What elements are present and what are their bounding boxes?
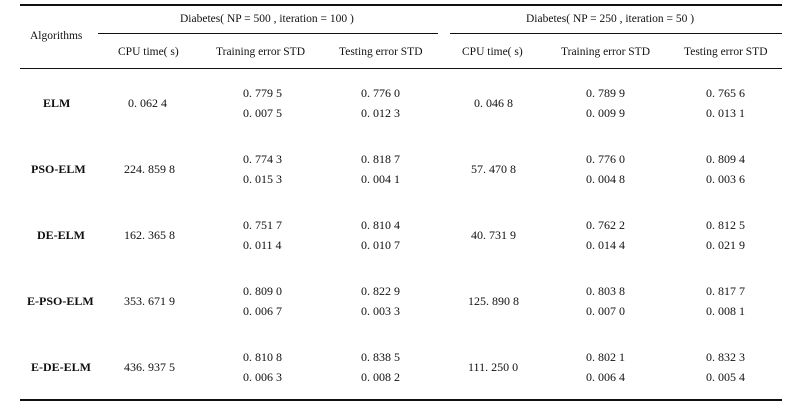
table-cell-train: 0. 776 0 [586,152,625,166]
table-cell-test: 0. 008 1 [706,304,745,318]
table-cell-train: 0. 009 9 [586,106,625,120]
table-cell-train: 0. 803 8 [586,284,625,298]
table-cell-test: 0. 010 7 [361,238,400,252]
table-cell-train: 0. 762 2 [586,218,625,232]
table-cell-test: 0. 003 3 [361,304,400,318]
table-cell-train: 0. 014 4 [586,238,625,252]
column-header: Testing error STD [339,46,423,58]
table-cell-train: 0. 751 7 [243,218,282,232]
table-cell-test: 0. 810 4 [361,218,400,232]
group-header-rule-left [98,33,438,34]
table-cell-test: 0. 008 2 [361,370,400,384]
table-cell-train: 0. 809 0 [243,284,282,298]
table-cell-test: 0. 004 1 [361,172,400,186]
table-cell-train: 0. 810 8 [243,350,282,364]
table-cell-train: 0. 006 7 [243,304,282,318]
header-bottom-rule [20,68,782,69]
group-header: Diabetes( NP = 500 , iteration = 100 ) [180,13,354,25]
table-cell-test: 0. 013 1 [706,106,745,120]
table-cell-train: 0. 004 8 [586,172,625,186]
table-cell-cpu: 224. 859 8 [124,162,175,176]
column-header: Training error STD [561,46,651,58]
table-cell-cpu: 111. 250 0 [468,360,519,374]
table-cell-test: 0. 776 0 [361,86,400,100]
bottom-rule [20,399,782,401]
column-header: CPU time( s) [462,46,523,58]
column-header: Training error STD [216,46,306,58]
table-cell-train: 0. 007 0 [586,304,625,318]
table-cell-test: 0. 817 7 [706,284,745,298]
table-cell-cpu: 353. 671 9 [124,294,175,308]
table-cell-test: 0. 012 3 [361,106,400,120]
table-row-label: PSO-ELM [31,162,86,176]
table-cell-test: 0. 812 5 [706,218,745,232]
table-cell-train: 0. 007 5 [243,106,282,120]
column-header: CPU time( s) [118,46,179,58]
table-cell-cpu: 162. 365 8 [124,228,175,242]
table-cell-train: 0. 011 4 [243,238,282,252]
table-cell-test: 0. 818 7 [361,152,400,166]
table-row-label: E-DE-ELM [31,360,91,374]
group-header: Diabetes( NP = 250 , iteration = 50 ) [526,13,695,25]
table-row-label: ELM [43,96,71,110]
table-cell-test: 0. 765 6 [706,86,745,100]
table-cell-train: 0. 779 5 [243,86,282,100]
column-header-algorithms: Algorithms [30,30,83,42]
column-header: Testing error STD [684,46,768,58]
table-cell-train: 0. 006 3 [243,370,282,384]
table-cell-train: 0. 006 4 [586,370,625,384]
table-cell-train: 0. 015 3 [243,172,282,186]
table-cell-cpu: 0. 046 8 [474,96,513,110]
table-cell-test: 0. 003 6 [706,172,745,186]
table-cell-test: 0. 832 3 [706,350,745,364]
table-cell-test: 0. 838 5 [361,350,400,364]
table-cell-train: 0. 789 9 [586,86,625,100]
table-cell-cpu: 125. 890 8 [468,294,519,308]
table-cell-test: 0. 021 9 [706,238,745,252]
table-cell-test: 0. 005 4 [706,370,745,384]
table-row-label: E-PSO-ELM [27,294,94,308]
top-rule [20,4,782,6]
group-header-rule-right [450,33,782,34]
table-cell-test: 0. 822 9 [361,284,400,298]
table-cell-train: 0. 802 1 [586,350,625,364]
table-cell-cpu: 57. 470 8 [471,162,516,176]
table-cell-test: 0. 809 4 [706,152,745,166]
table-cell-train: 0. 774 3 [243,152,282,166]
table-cell-cpu: 0. 062 4 [128,96,167,110]
table-row-label: DE-ELM [37,228,85,242]
table-cell-cpu: 436. 937 5 [124,360,175,374]
table-cell-cpu: 40. 731 9 [471,228,516,242]
